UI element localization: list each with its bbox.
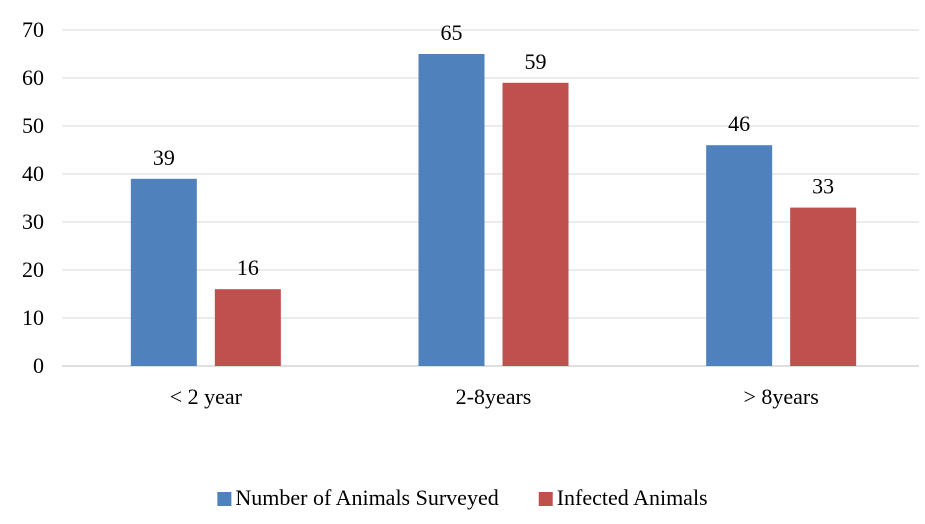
y-tick-label: 40	[22, 161, 44, 186]
gridlines	[62, 29, 919, 367]
bar-infected	[502, 82, 569, 367]
legend-label: Infected Animals	[557, 485, 708, 510]
data-label: 65	[441, 20, 463, 45]
y-tick-label: 0	[33, 353, 44, 378]
bar-surveyed	[706, 145, 773, 366]
data-label: 59	[525, 49, 547, 74]
y-tick-label: 70	[22, 17, 44, 42]
bar-infected	[790, 207, 857, 366]
bar-infected	[214, 289, 281, 366]
legend-swatch	[538, 492, 553, 506]
bar-surveyed	[130, 178, 197, 366]
x-tick-label: > 8years	[744, 384, 819, 409]
y-tick-label: 50	[22, 113, 44, 138]
bars	[130, 54, 857, 367]
legend: Number of Animals Surveyed Infected Anima…	[217, 485, 708, 510]
data-label: 33	[812, 174, 834, 199]
data-labels: 39 16 65 59 46 33	[153, 20, 834, 280]
data-label: 16	[237, 255, 259, 280]
x-tick-label: 2-8years	[456, 384, 532, 409]
x-tick-label: < 2 year	[170, 384, 243, 409]
legend-swatch	[217, 492, 232, 506]
x-axis: < 2 year 2-8years > 8years	[170, 384, 819, 409]
data-label: 46	[728, 111, 750, 136]
y-axis: 0 10 20 30 40 50 60 70	[22, 17, 44, 378]
y-tick-label: 10	[22, 305, 44, 330]
legend-label: Number of Animals Surveyed	[235, 485, 498, 510]
bar-surveyed	[418, 54, 485, 366]
data-label: 39	[153, 145, 175, 170]
y-tick-label: 60	[22, 65, 44, 90]
y-tick-label: 30	[22, 209, 44, 234]
y-tick-label: 20	[22, 257, 44, 282]
